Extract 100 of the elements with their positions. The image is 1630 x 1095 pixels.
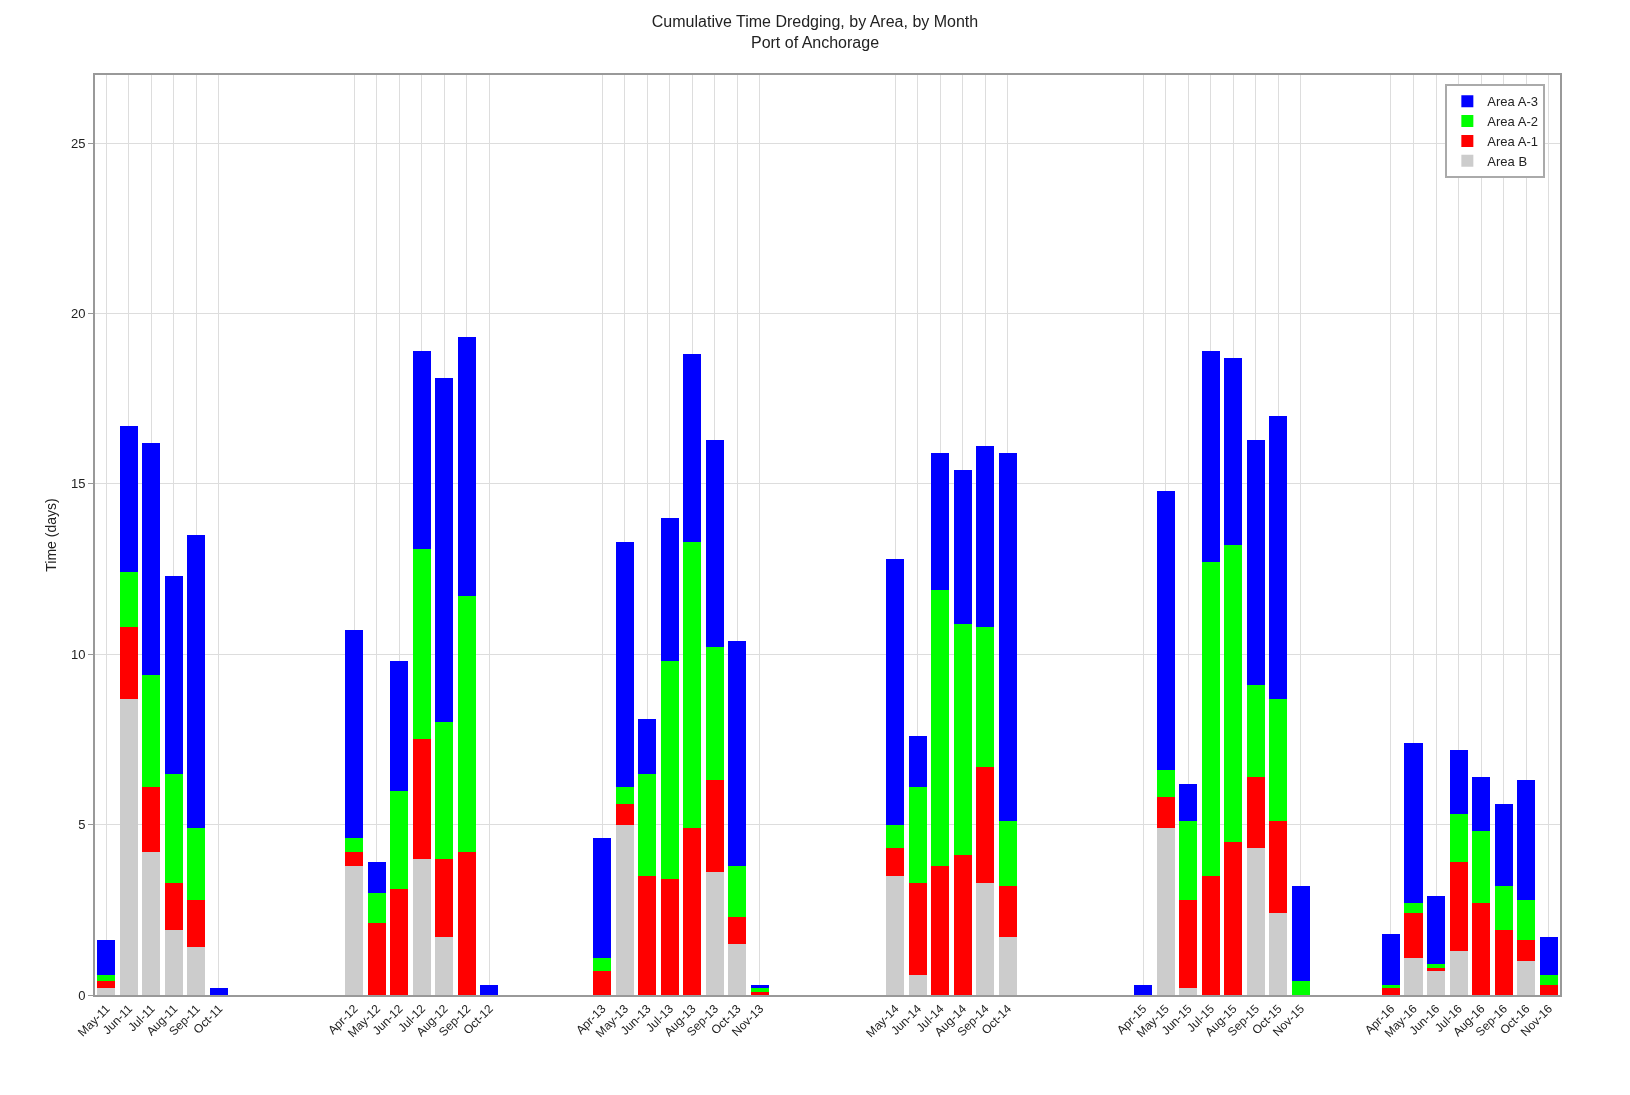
bar: [367, 892, 386, 924]
bar: [187, 899, 206, 948]
bar: [908, 882, 927, 975]
bar: [345, 865, 364, 995]
bar: [908, 787, 927, 883]
bar: [97, 988, 116, 995]
bar: [615, 541, 634, 788]
chart-title: Cumulative Time Dredging, by Area, by Month: [651, 13, 979, 31]
bar: [119, 698, 138, 995]
bar: [660, 879, 679, 995]
bar: [1224, 545, 1243, 842]
bar: [142, 443, 161, 675]
bar: [480, 984, 499, 995]
bar: [1449, 814, 1468, 863]
y-tick-label: 10: [70, 646, 86, 662]
bar: [457, 851, 476, 995]
bar: [1404, 903, 1423, 914]
bar: [1269, 821, 1288, 914]
bar: [1224, 841, 1243, 995]
bar: [998, 453, 1017, 822]
bar: [638, 773, 657, 876]
bar: [953, 623, 972, 856]
y-tick-label: 5: [78, 817, 86, 833]
bar: [660, 661, 679, 880]
bar: [908, 736, 927, 788]
bar: [1246, 439, 1265, 685]
bar: [1156, 828, 1175, 995]
bar: [998, 937, 1017, 995]
bar: [728, 943, 747, 995]
bar: [728, 916, 747, 944]
bar: [908, 974, 927, 995]
bar: [435, 858, 454, 938]
bar: [998, 885, 1017, 938]
bar: [931, 589, 950, 866]
bar: [187, 947, 206, 995]
bar: [367, 862, 386, 893]
bar: [1179, 821, 1198, 900]
bar: [976, 766, 995, 883]
bar: [209, 988, 228, 995]
bar: [1269, 415, 1288, 699]
bar: [1381, 933, 1400, 985]
bar: [593, 838, 612, 958]
bar: [1179, 783, 1198, 822]
bar: [1449, 749, 1468, 815]
bar: [1156, 490, 1175, 771]
bar: [886, 875, 905, 995]
bar: [187, 535, 206, 829]
bar: [683, 354, 702, 542]
legend-label: Area B: [1487, 153, 1528, 169]
y-tick-label: 0: [78, 987, 86, 1003]
bar: [1179, 899, 1198, 989]
bar: [998, 821, 1017, 886]
bar: [412, 739, 431, 859]
bar: [164, 575, 183, 774]
bar: [1179, 988, 1198, 995]
bar: [412, 351, 431, 549]
bar: [1539, 974, 1558, 985]
bar: [1494, 804, 1513, 886]
bar: [1269, 698, 1288, 822]
bar: [1201, 562, 1220, 876]
bar: [390, 661, 409, 791]
bar: [1427, 964, 1446, 968]
bar: [119, 572, 138, 627]
bar: [142, 787, 161, 852]
bar: [345, 851, 364, 866]
bar: [705, 872, 724, 995]
bar: [1404, 957, 1423, 995]
bar: [345, 838, 364, 852]
bar: [1517, 780, 1536, 900]
bar: [1201, 875, 1220, 995]
bar: [164, 930, 183, 995]
y-tick-label: 25: [70, 135, 86, 151]
bar: [1449, 862, 1468, 951]
bar: [1427, 971, 1446, 995]
bar: [683, 828, 702, 995]
bar: [1246, 848, 1265, 995]
bar: [705, 647, 724, 781]
bar: [1517, 899, 1536, 941]
bar: [886, 558, 905, 825]
bar: [1517, 960, 1536, 995]
bar: [1427, 896, 1446, 965]
bar: [1472, 776, 1491, 832]
bar: [412, 548, 431, 740]
bar: [435, 937, 454, 995]
bar: [97, 940, 116, 975]
bar: [976, 882, 995, 995]
bar: [390, 790, 409, 890]
bar: [1404, 742, 1423, 903]
chart-subtitle: Port of Anchorage: [750, 34, 880, 52]
bar: [976, 627, 995, 767]
bar: [367, 923, 386, 995]
bar: [931, 453, 950, 590]
bar: [615, 824, 634, 995]
bar: [1494, 885, 1513, 931]
bar: [976, 446, 995, 627]
bar: [1224, 357, 1243, 546]
bar: [615, 804, 634, 825]
bar: [593, 957, 612, 972]
bar: [1156, 797, 1175, 829]
bar: [953, 855, 972, 995]
